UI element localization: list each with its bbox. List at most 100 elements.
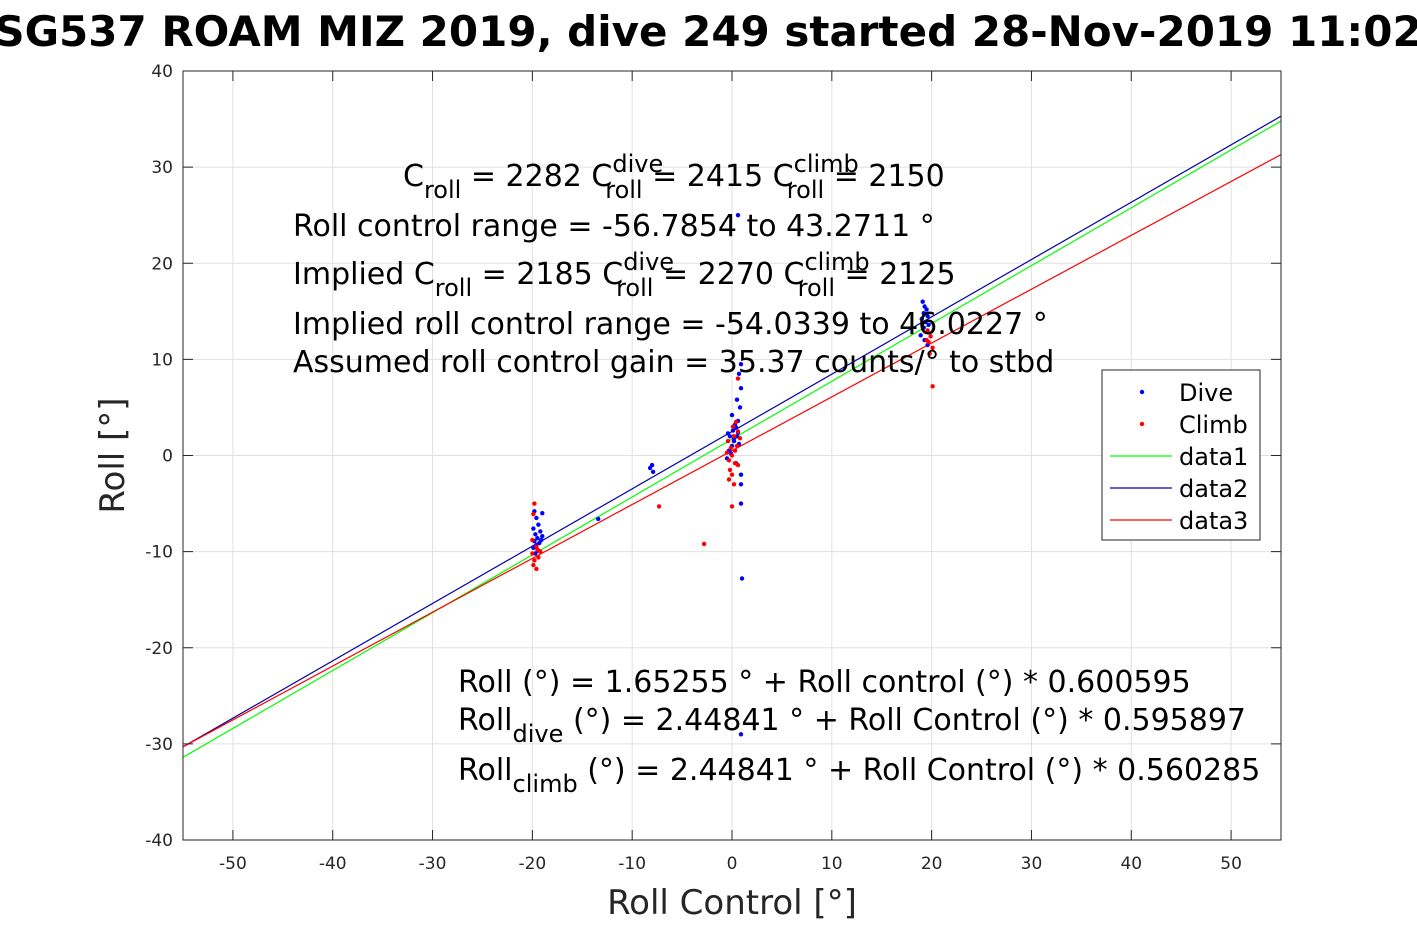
point-dive	[531, 526, 536, 531]
point-dive	[921, 311, 926, 316]
point-climb	[531, 511, 536, 517]
legend-label: Climb	[1179, 411, 1248, 439]
point-climb	[532, 501, 537, 506]
chart-title: SG537 ROAM MIZ 2019, dive 249 started 28…	[0, 7, 1417, 56]
y-tick-label: 0	[162, 447, 173, 467]
x-tick-label: -40	[319, 854, 347, 874]
y-tick-label: -40	[145, 831, 173, 851]
x-tick-label: -50	[219, 854, 247, 874]
point-climb	[532, 558, 537, 563]
point-climb	[735, 376, 741, 381]
annotation-line: Assumed roll control gain = 35.37 counts…	[293, 345, 1054, 380]
annotation-line: Implied Croll = 2185 Cdive roll = 2270 Cc…	[293, 248, 956, 302]
point-climb	[531, 562, 536, 568]
annotation-line: Rolldive (°) = 2.44841 ° + Roll Control …	[458, 703, 1246, 748]
point-climb	[727, 467, 733, 473]
point-dive	[738, 362, 744, 367]
point-climb	[536, 555, 541, 560]
point-dive	[736, 371, 742, 376]
x-tick-label: -30	[419, 854, 447, 874]
point-climb	[924, 337, 929, 343]
point-climb	[731, 434, 737, 439]
point-dive	[734, 397, 740, 402]
point-dive	[647, 465, 653, 471]
point-climb	[729, 504, 735, 509]
point-dive	[540, 534, 545, 539]
legend-marker	[1139, 389, 1145, 395]
y-tick-label: 10	[151, 350, 173, 370]
y-tick-label: -20	[145, 639, 173, 659]
point-climb	[733, 419, 739, 425]
axis-ticks: -50 -40 -30 -20 -10 0 10 20 30 40 50 -40 -30 -20 -10 0 1…	[145, 62, 1281, 874]
point-climb	[732, 448, 738, 453]
point-climb	[725, 438, 731, 444]
x-tick-label: 10	[821, 854, 843, 874]
point-climb	[928, 334, 933, 339]
legend-label: data3	[1179, 507, 1248, 535]
point-climb	[732, 461, 738, 466]
legend-marker	[1139, 421, 1145, 427]
x-tick-label: 50	[1220, 854, 1242, 874]
point-dive	[920, 299, 925, 304]
point-dive	[921, 325, 926, 330]
y-tick-label: 40	[151, 62, 173, 82]
annotation-line: Roll control range = -56.7854 to 43.2711…	[293, 209, 935, 244]
point-climb	[728, 445, 734, 450]
point-climb	[530, 551, 535, 556]
point-dive	[727, 434, 733, 439]
point-dive	[735, 213, 741, 218]
data-points	[530, 213, 935, 737]
legend-label: Dive	[1179, 379, 1233, 407]
y-tick-label: 30	[151, 158, 173, 178]
point-dive	[539, 537, 544, 543]
point-climb	[724, 450, 730, 455]
point-climb	[729, 453, 735, 458]
legend: Dive Climb data1 data2 data3	[1101, 369, 1261, 541]
point-dive	[918, 333, 923, 338]
x-tick-label: 40	[1120, 854, 1142, 874]
series-line-data1	[183, 120, 1281, 758]
y-tick-label: 20	[151, 254, 173, 274]
point-dive	[535, 536, 540, 541]
point-dive	[738, 732, 744, 737]
point-climb	[730, 424, 736, 429]
point-climb	[734, 443, 740, 449]
point-dive	[650, 469, 656, 474]
point-climb	[729, 472, 735, 477]
point-climb	[534, 566, 539, 572]
x-tick-label: 30	[1021, 854, 1043, 874]
x-tick-label: 0	[727, 854, 738, 874]
point-dive	[534, 515, 539, 521]
legend-label: data1	[1179, 443, 1248, 471]
x-tick-label: 20	[921, 854, 943, 874]
y-tick-label: -30	[145, 735, 173, 755]
point-dive	[738, 482, 744, 487]
point-climb	[726, 458, 732, 463]
point-dive	[738, 501, 744, 506]
point-dive	[924, 307, 929, 312]
annotation-line: Rollclimb (°) = 2.44841 ° + Roll Control…	[458, 753, 1260, 798]
annotations: Croll = 2282 Cdive roll = 2415 Cclimb roll…	[293, 150, 1260, 798]
annotation-line: Roll (°) = 1.65255 ° + Roll control (°) …	[458, 665, 1191, 700]
point-dive	[738, 472, 744, 477]
x-axis-label: Roll Control [°]	[607, 883, 857, 923]
point-dive	[738, 386, 744, 391]
point-climb	[726, 477, 732, 482]
legend-box	[1101, 369, 1261, 541]
point-dive	[737, 405, 743, 410]
x-tick-label: -20	[518, 854, 546, 874]
point-dive	[596, 516, 601, 522]
point-dive	[925, 313, 930, 319]
point-dive	[536, 522, 541, 527]
point-climb	[535, 547, 540, 552]
y-axis-label: Roll [°]	[93, 397, 133, 513]
point-climb	[927, 351, 932, 356]
point-dive	[923, 319, 928, 325]
point-climb	[530, 537, 535, 543]
point-climb	[735, 429, 741, 434]
x-tick-label: -10	[618, 854, 646, 874]
point-dive	[919, 316, 924, 322]
point-climb	[925, 328, 930, 333]
point-dive	[739, 576, 745, 581]
